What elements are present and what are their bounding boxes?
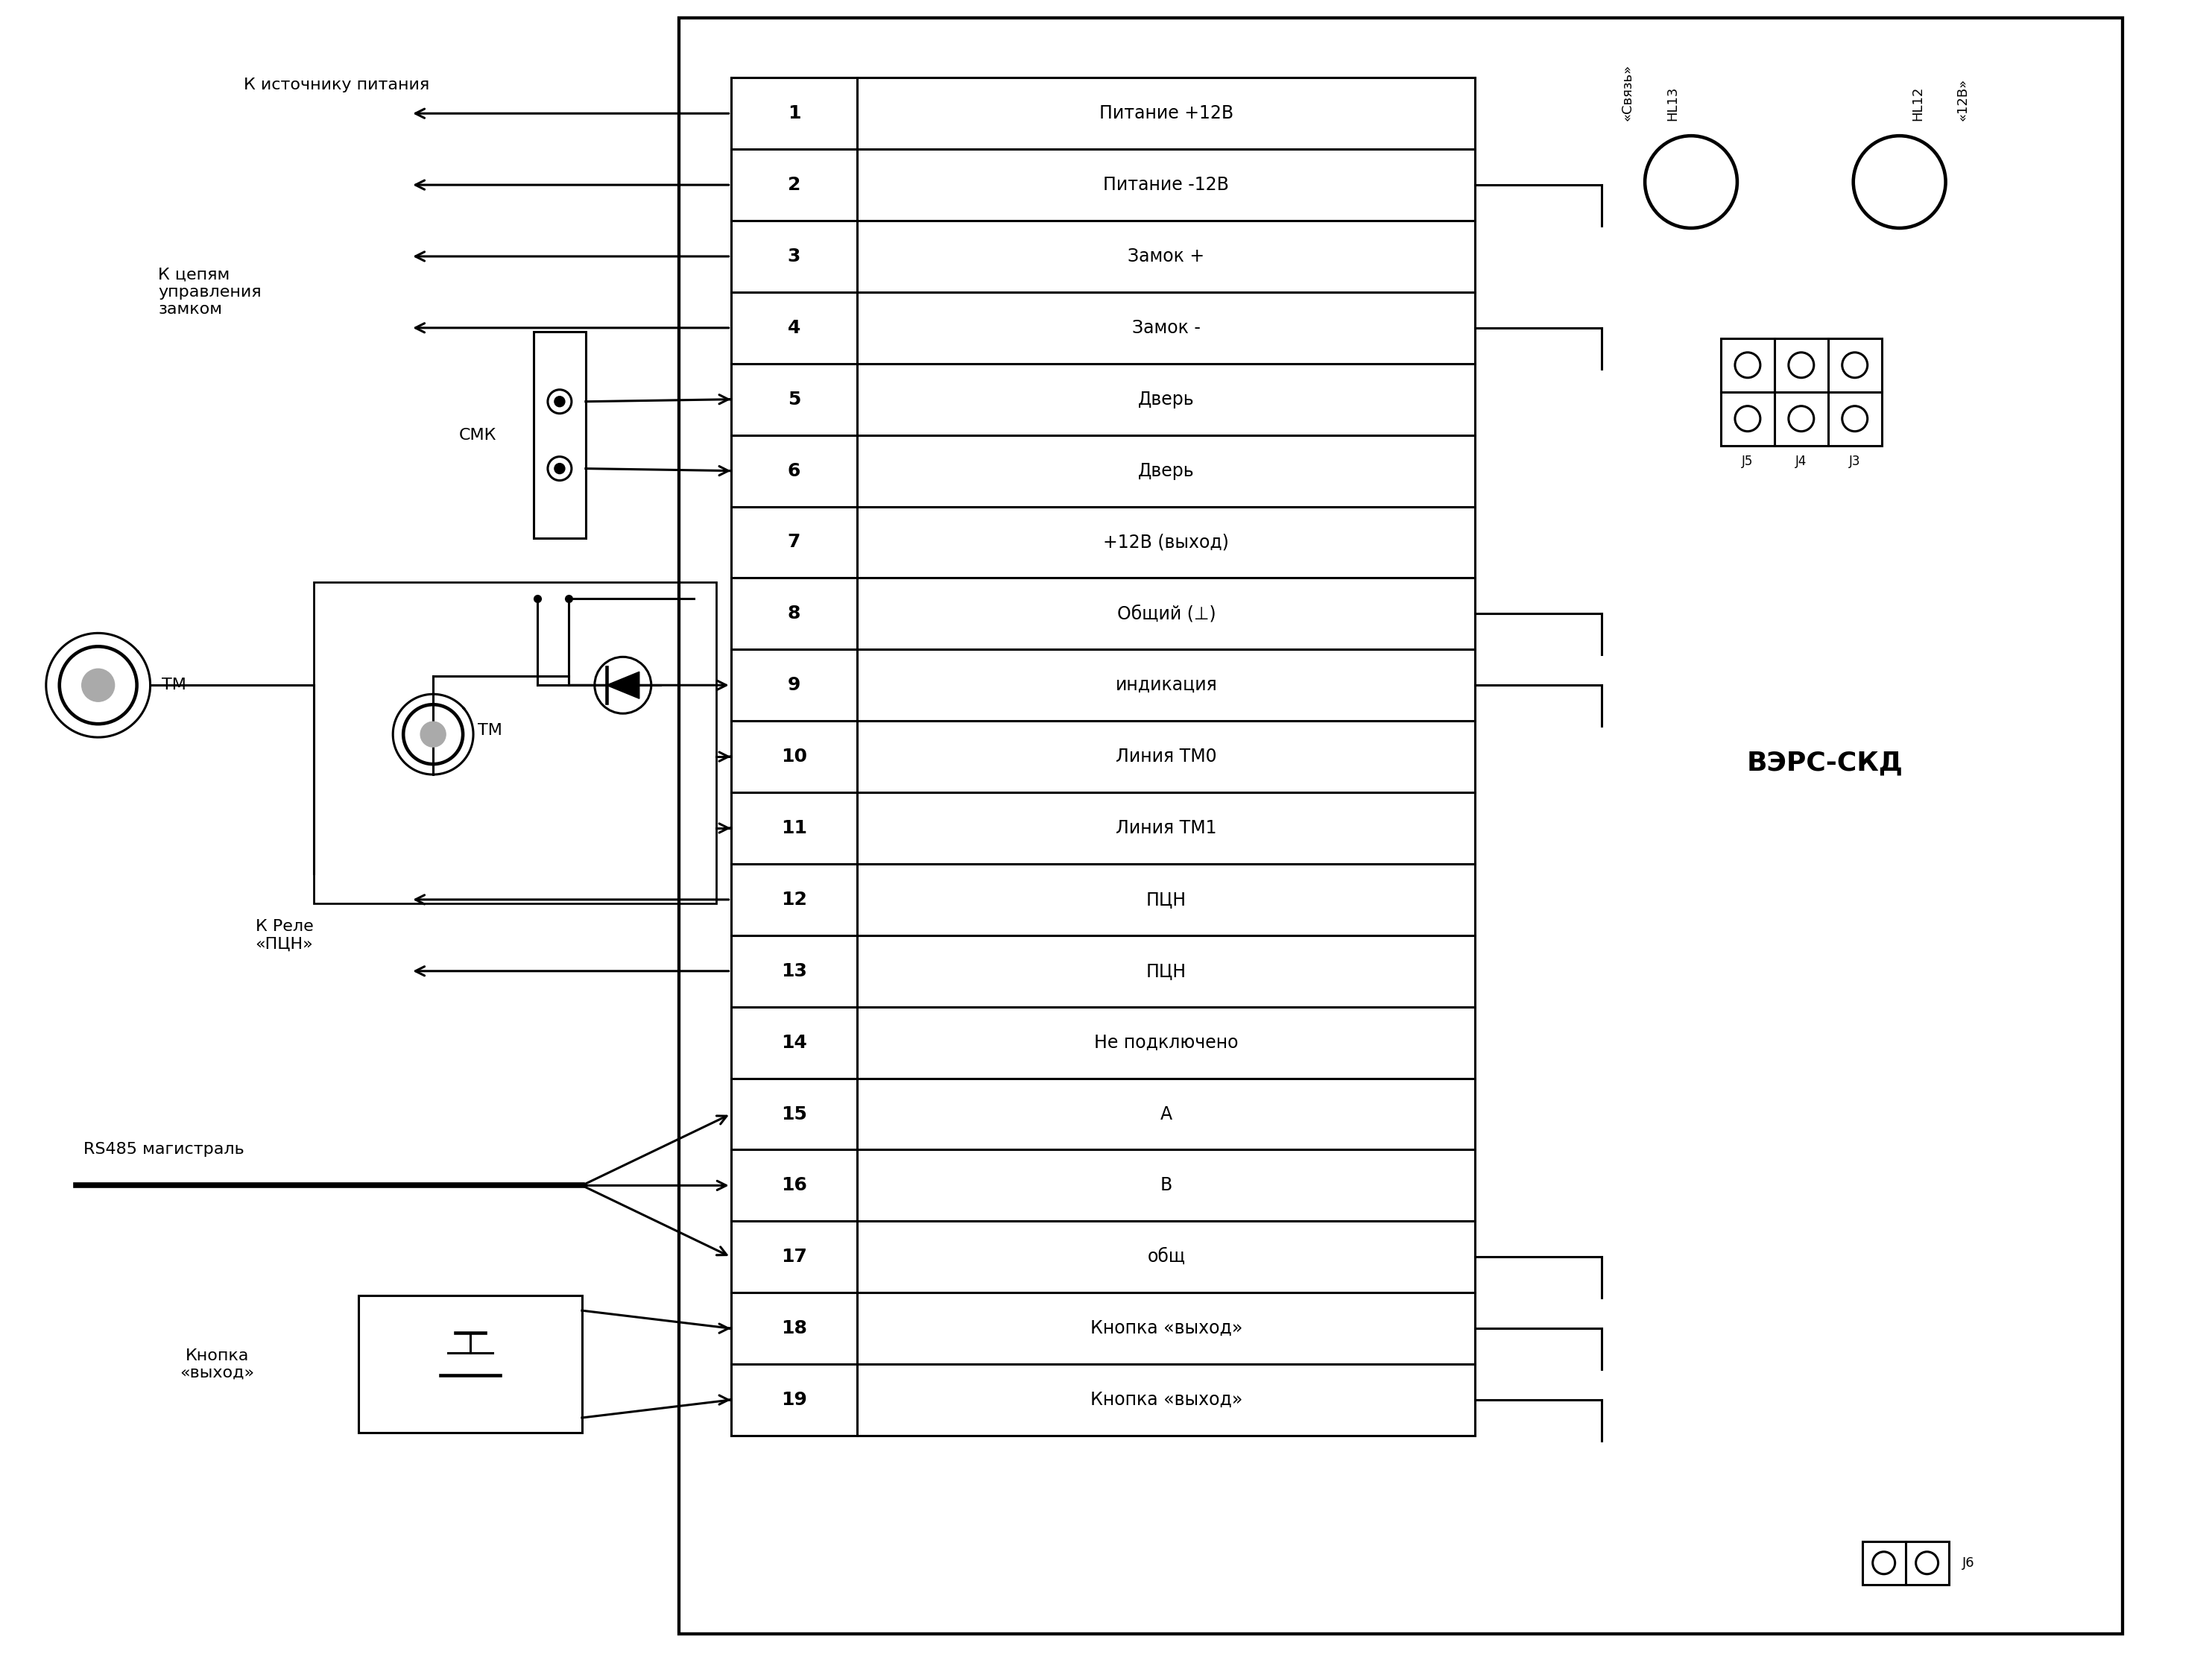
Text: Кнопка «выход»: Кнопка «выход» <box>1091 1390 1243 1408</box>
Bar <box>533 331 586 539</box>
Text: Питание +12В: Питание +12В <box>1099 104 1234 123</box>
Text: 14: 14 <box>781 1034 807 1052</box>
Text: К источнику питания: К источнику питания <box>243 78 429 93</box>
Text: J5: J5 <box>1741 454 1754 467</box>
Text: 19: 19 <box>781 1390 807 1408</box>
Bar <box>679 18 2124 1634</box>
Text: «Связь»: «Связь» <box>1621 65 1635 121</box>
Text: общ: общ <box>1148 1248 1186 1266</box>
Text: Замок +: Замок + <box>1128 247 1206 265</box>
Text: ТМ: ТМ <box>161 678 186 693</box>
Text: Питание -12В: Питание -12В <box>1104 176 1230 194</box>
Text: 12: 12 <box>781 891 807 908</box>
Text: 5: 5 <box>787 391 801 408</box>
Circle shape <box>82 669 115 701</box>
Text: 1: 1 <box>787 104 801 123</box>
Text: 9: 9 <box>787 676 801 694</box>
Text: Дверь: Дверь <box>1139 462 1194 481</box>
Text: ТМ: ТМ <box>478 722 502 737</box>
Text: Линия ТМ0: Линия ТМ0 <box>1115 747 1217 766</box>
Text: К Реле
«ПЦН»: К Реле «ПЦН» <box>254 920 314 951</box>
Text: ПЦН: ПЦН <box>1146 963 1186 979</box>
Text: 13: 13 <box>781 963 807 979</box>
Text: Кнопка
«выход»: Кнопка «выход» <box>179 1349 254 1380</box>
Text: 4: 4 <box>787 318 801 336</box>
Text: RS485 магистраль: RS485 магистраль <box>84 1142 243 1157</box>
Text: Общий (⊥): Общий (⊥) <box>1117 605 1217 623</box>
Text: 3: 3 <box>787 247 801 265</box>
Text: ВЭРС-СКД: ВЭРС-СКД <box>1747 751 1902 775</box>
Text: J6: J6 <box>1962 1556 1975 1569</box>
Bar <box>1721 338 1882 446</box>
Text: А: А <box>1161 1105 1172 1123</box>
Text: 17: 17 <box>781 1248 807 1266</box>
Text: 8: 8 <box>787 605 801 623</box>
Text: J4: J4 <box>1796 454 1807 467</box>
Text: Линия ТМ1: Линия ТМ1 <box>1115 819 1217 837</box>
Text: Дверь: Дверь <box>1139 391 1194 408</box>
Circle shape <box>555 464 564 474</box>
Text: Кнопка «выход»: Кнопка «выход» <box>1091 1319 1243 1337</box>
Text: К цепям
управления
замком: К цепям управления замком <box>157 267 261 316</box>
Bar <box>314 583 717 903</box>
Text: 15: 15 <box>781 1105 807 1123</box>
Text: Замок -: Замок - <box>1133 318 1201 336</box>
Text: 2: 2 <box>787 176 801 194</box>
Text: 16: 16 <box>781 1176 807 1195</box>
Text: +12В (выход): +12В (выход) <box>1104 534 1230 552</box>
Text: В: В <box>1161 1176 1172 1195</box>
Text: индикация: индикация <box>1115 676 1217 694</box>
Text: HL12: HL12 <box>1911 86 1924 121</box>
Bar <box>1863 1541 1949 1584</box>
Text: HL13: HL13 <box>1666 86 1679 121</box>
Circle shape <box>555 396 564 406</box>
Text: Не подключено: Не подключено <box>1095 1034 1239 1052</box>
Text: 7: 7 <box>787 534 801 552</box>
Text: 6: 6 <box>787 462 801 481</box>
Text: 11: 11 <box>781 819 807 837</box>
Bar <box>358 1296 582 1433</box>
Text: 10: 10 <box>781 747 807 766</box>
Text: 18: 18 <box>781 1319 807 1337</box>
Text: ПЦН: ПЦН <box>1146 891 1186 908</box>
Text: J3: J3 <box>1849 454 1860 467</box>
Polygon shape <box>606 671 639 699</box>
Circle shape <box>420 722 447 747</box>
Text: «12В»: «12В» <box>1955 78 1969 121</box>
Text: СМК: СМК <box>460 428 495 442</box>
